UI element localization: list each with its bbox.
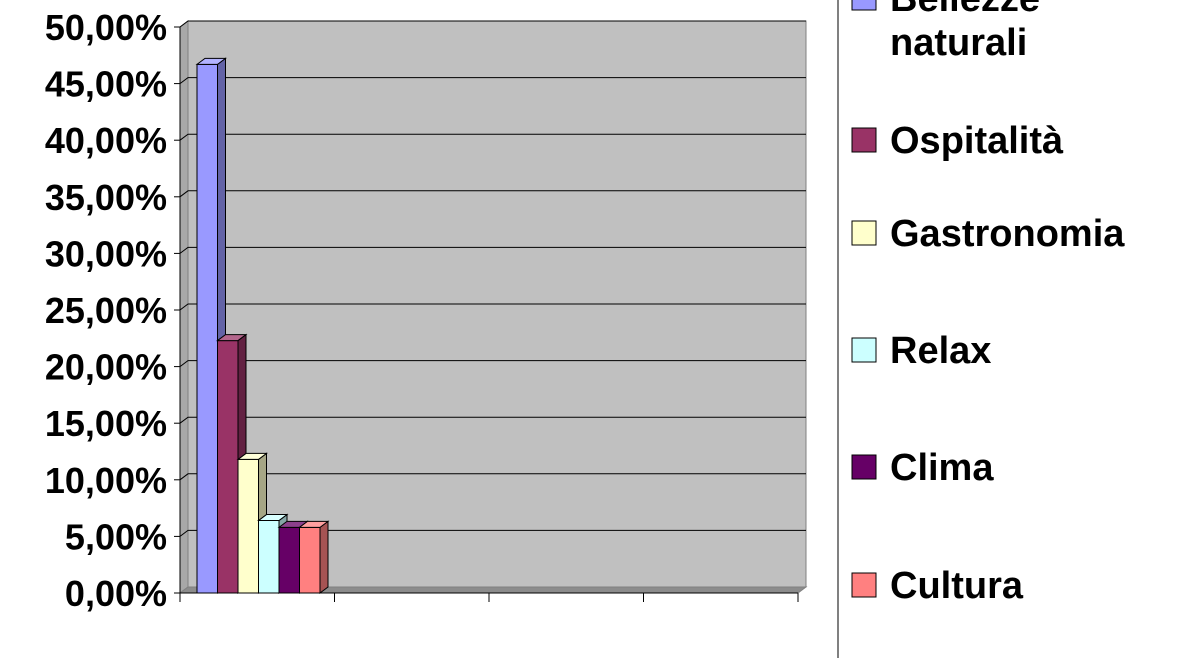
y-tick-label: 30,00% bbox=[45, 233, 167, 274]
legend-swatch bbox=[851, 454, 877, 480]
bar-front bbox=[237, 458, 259, 594]
legend-swatch bbox=[851, 0, 877, 11]
legend-swatch bbox=[851, 220, 877, 246]
gridline bbox=[179, 20, 806, 28]
y-tick-label: 35,00% bbox=[45, 177, 167, 218]
legend-item: Relax bbox=[851, 330, 991, 372]
legend-label: Gastronomia bbox=[890, 213, 1125, 255]
gridline bbox=[179, 529, 806, 537]
gridline bbox=[179, 473, 806, 481]
legend-item: Bellezzenaturali bbox=[851, 0, 1040, 64]
gridline bbox=[179, 133, 806, 141]
bar-side bbox=[319, 520, 329, 594]
gridline bbox=[179, 360, 806, 368]
legend-swatch bbox=[851, 572, 877, 598]
legend-label: Cultura bbox=[890, 565, 1024, 607]
bar-top bbox=[195, 57, 227, 65]
bar-front bbox=[217, 340, 239, 594]
y-tick-label: 40,00% bbox=[45, 120, 167, 161]
y-tick-label: 25,00% bbox=[45, 290, 167, 331]
gridline bbox=[179, 190, 806, 198]
y-tick-label: 5,00% bbox=[65, 516, 167, 557]
legend-item: Clima bbox=[851, 447, 994, 489]
bar-top bbox=[236, 452, 268, 460]
bar-top bbox=[298, 520, 330, 528]
y-tick-label: 10,00% bbox=[45, 460, 167, 501]
legend-label: Clima bbox=[890, 447, 994, 489]
y-tick-label: 20,00% bbox=[45, 347, 167, 388]
bar-front bbox=[278, 526, 300, 594]
legend-item: Cultura bbox=[851, 565, 1024, 607]
gridline bbox=[179, 246, 806, 254]
bar-front bbox=[196, 63, 218, 594]
legend-label: Relax bbox=[890, 330, 991, 372]
bar-top bbox=[257, 514, 289, 522]
y-tick-label: 50,00% bbox=[45, 7, 167, 48]
gridline bbox=[179, 303, 806, 311]
legend-label: Bellezzenaturali bbox=[890, 0, 1040, 64]
legend-label: Ospitalità bbox=[890, 120, 1064, 162]
bar-top bbox=[216, 334, 248, 342]
gridline bbox=[179, 416, 806, 424]
bar-front bbox=[258, 520, 280, 594]
gridline bbox=[179, 77, 806, 84]
y-tick-label: 45,00% bbox=[45, 64, 167, 105]
y-tick-label: 0,00% bbox=[65, 573, 167, 614]
legend-item: Gastronomia bbox=[851, 213, 1125, 255]
legend-item: Ospitalità bbox=[851, 120, 1064, 162]
y-tick-label: 15,00% bbox=[45, 403, 167, 444]
bar-cultura bbox=[298, 520, 330, 594]
legend-swatch bbox=[851, 127, 877, 153]
legend-swatch bbox=[851, 337, 877, 363]
bar-front bbox=[299, 526, 321, 594]
